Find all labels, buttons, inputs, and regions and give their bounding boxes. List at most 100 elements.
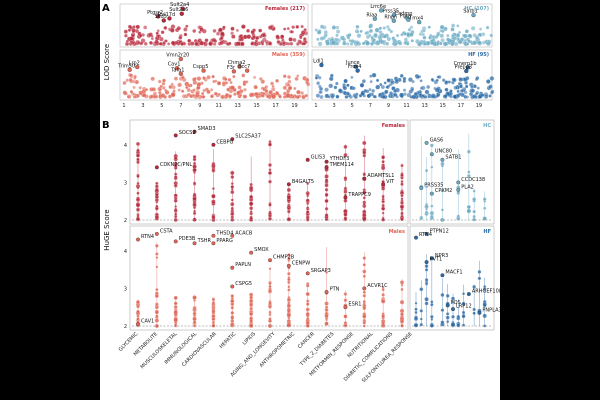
huge-point [362,150,367,155]
lod-point [222,25,226,30]
lod-point [451,34,455,38]
huge-point [249,216,253,220]
huge-y-tick: 2 [124,324,127,330]
lod-peak-label: Sult2a6 [169,7,188,13]
huge-point-label: SLC25A37 [235,134,261,140]
lod-point [423,42,427,46]
huge-labeled-point [136,322,140,327]
lod-point [315,93,321,98]
lod-point [129,73,134,79]
lod-peak-label: Trim50 [117,63,135,69]
huge-point [287,253,291,257]
lod-point [135,24,140,30]
huge-point [211,314,216,318]
lod-point [163,39,168,43]
lod-point [366,93,372,99]
lod-point [268,25,273,30]
lod-point [123,29,128,34]
lod-chromosome-tick: 3 [141,103,144,109]
huge-category-labels: GLYCEMICMETABOLITEMUSCULOSKELETALIMMUNOL… [118,331,414,385]
lod-peak-label: Cadmp [395,11,413,17]
huge-point [400,287,404,291]
lod-point [153,91,157,96]
lod-point [142,93,147,98]
lod-point [488,84,493,89]
lod-point [356,33,362,39]
lod-point [211,37,217,43]
lod-point [204,38,209,43]
lod-point [265,94,270,99]
huge-point [174,205,178,208]
lod-point [393,92,398,97]
lod-point [206,75,211,80]
lod-point [161,86,166,90]
lod-point [154,39,159,45]
huge-point [230,294,234,298]
lod-point [280,34,285,39]
huge-category-label: ANTHROPOMETRIC [259,331,297,369]
lod-point [407,27,412,32]
lod-point [380,84,386,90]
huge-point [173,317,178,323]
lod-chromosome-tick: 9 [387,103,390,109]
huge-point [306,308,310,312]
huge-point [174,156,178,160]
lod-point [350,39,355,44]
huge-y-tick: 3 [124,180,127,186]
lod-point [202,76,206,80]
huge-point [467,170,471,174]
huge-point-label: THSD4 [215,230,233,236]
huge-point [430,165,434,169]
lod-point [289,29,293,34]
huge-point-label: PLA2 [461,184,474,190]
huge-point [173,301,178,306]
lod-point [386,78,391,83]
lod-point [375,78,380,83]
lod-point [368,87,372,92]
huge-point [136,181,140,185]
huge-point-label: B4GALT5 [292,179,314,185]
huge-point [343,216,348,221]
lod-point [342,41,346,46]
lod-point [372,38,376,42]
huge-point [381,293,385,297]
lod-panel-tag: HF (95) [468,52,489,58]
lod-peak-point [135,64,140,70]
lod-point [286,27,290,31]
lod-point [125,78,129,82]
lod-chromosome-tick: 5 [351,103,354,109]
huge-point [268,211,272,215]
lod-chromosome-tick: 7 [369,103,372,109]
huge-point [400,194,404,198]
huge-point [287,207,291,210]
huge-point [425,207,428,211]
huge-point [154,318,160,323]
lod-point [452,77,457,83]
huge-point [268,282,272,285]
lod-point [368,24,372,29]
lod-point [192,88,196,92]
huge-point-label: CDKN2C/PNL [160,162,192,168]
huge-point [362,190,367,195]
lod-point [462,33,468,39]
huge-point [362,202,366,206]
lod-point [212,42,217,46]
lod-point [403,37,408,42]
huge-point [211,298,215,302]
huge-point [230,299,235,303]
huge-point [249,323,254,328]
lod-point [245,80,249,84]
lod-point [373,32,378,38]
lod-peak-point [417,19,422,25]
lod-point [295,25,300,29]
lod-point [478,32,482,37]
huge-labeled-point [429,191,434,196]
huge-point [230,206,234,211]
lod-point [233,92,237,96]
huge-point-label: ARHGEF10L [472,289,500,295]
huge-point [451,296,455,301]
huge-point [400,197,404,201]
huge-y-tick: 4 [124,249,127,255]
huge-point [451,314,455,319]
